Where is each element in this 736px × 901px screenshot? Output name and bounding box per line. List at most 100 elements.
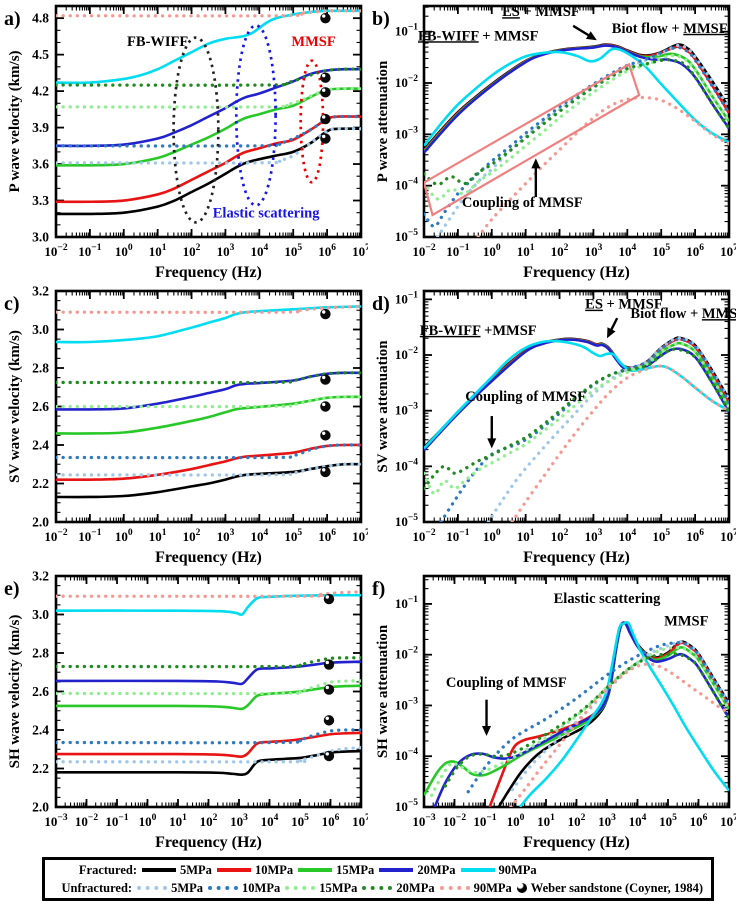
dotted-line-sample: [362, 886, 393, 890]
tick-label: 10−1: [395, 23, 418, 39]
annotation-arrowhead: [585, 31, 597, 41]
tick-label: 3.0: [32, 607, 49, 622]
series-fractured-10MPa: [56, 731, 361, 758]
legend-item-label: 10MPa: [242, 880, 281, 895]
tick-label: 100: [115, 243, 133, 259]
axis-ticks: [423, 576, 730, 808]
legend-item-label: 20MPa: [417, 862, 456, 877]
legend-label-unfractured: Unfractured:: [61, 880, 133, 895]
tick-label: 10−2: [44, 528, 67, 544]
tick-label: 10−2: [395, 346, 418, 362]
tick-label: 10−1: [473, 813, 496, 829]
tick-label: 10−2: [412, 528, 435, 544]
panel-f-chart: 10−3 10−2 10−1 100 101 102 103 104 105 106 107 10−5…: [372, 574, 736, 851]
y-axis-label: SH wave velocity (km/s): [7, 615, 23, 769]
weber-sandstone-marker: [320, 133, 331, 144]
legend-item-label: 90MPa: [498, 862, 537, 877]
series-fractured-15MPa: [56, 684, 361, 711]
y-axis-label: P wave attenuation: [375, 60, 391, 182]
series-unfractured-15MPa: [424, 53, 729, 201]
series-fractured-90MPa: [519, 620, 729, 807]
annotation-text: FB-WIFF + MMSF: [418, 28, 539, 44]
annotation-text: FB-WIFF +MMSF: [420, 323, 537, 339]
legend-item-unfractured-20mpa: 20MPa: [362, 881, 435, 896]
series-unfractured-10MPa: [56, 728, 361, 745]
panel-f: 10−3 10−2 10−1 100 101 102 103 104 105 106 107 10−5…: [368, 570, 736, 855]
panel-a-chart: 10−2 10−1 100 101 102 103 104 105 106 107 3.0 3.3 3.…: [4, 4, 370, 281]
tick-label: 10−5: [395, 228, 418, 244]
tick-label: 3.2: [32, 570, 49, 584]
annotation-text: FB-WIFF: [127, 34, 188, 50]
series-unfractured-5MPa: [56, 746, 361, 764]
legend-item-label: 5MPa: [180, 862, 212, 877]
x-axis-label: Frequency (Hz): [523, 264, 630, 281]
tick-label: 2.6: [32, 684, 49, 699]
weber-sandstone-marker: [323, 684, 335, 695]
tick-label: 4.2: [32, 84, 49, 99]
panel-b: 10−2 10−1 100 101 102 103 104 105 106 107 10−5 10−4…: [368, 0, 736, 285]
series-unfractured-90MPa: [56, 304, 361, 314]
panel-d-chart: 10−2 10−1 100 101 102 103 104 105 106 107 10−5 10−4…: [372, 289, 736, 566]
axis-ticks: [55, 5, 362, 238]
legend-item-fractured-5mpa: 5MPa: [142, 863, 212, 878]
tick-label: 10−2: [44, 243, 67, 259]
tick-label: 107: [352, 528, 368, 544]
weber-sandstone-marker: [320, 72, 331, 83]
axis-ticks: [55, 575, 362, 808]
weber-sandstone-marker: [320, 113, 331, 125]
tick-label: 2.4: [32, 438, 49, 453]
weber-sandstone-marker: [323, 750, 335, 762]
marker-highlight: [322, 73, 326, 78]
tick-label: 103: [585, 243, 603, 259]
weber-sandstone-marker: [323, 659, 335, 670]
dotted-line-sample: [137, 886, 168, 890]
series-unfractured-90MPa: [510, 364, 729, 522]
marker-highlight: [322, 14, 326, 18]
legend-item-unfractured-weber-sandstone-coyner-1984-: Weber sandstone (Coyner, 1984): [516, 881, 703, 896]
series-unfractured-20MPa: [56, 371, 361, 385]
tick-label: 107: [720, 243, 736, 259]
marker-highlight: [322, 134, 326, 139]
series-fractured-90MPa: [424, 339, 729, 450]
series-unfractured-90MPa: [56, 590, 361, 598]
annotation-arrowhead: [607, 327, 616, 339]
tick-label: 3.9: [32, 120, 49, 135]
tick-label: 105: [284, 243, 302, 259]
legend-item-label: 90MPa: [473, 880, 512, 895]
legend-items-unfractured: 5MPa 10MPa 15MPa 20MPa 90MPa Weber sandstone …: [137, 881, 703, 896]
plot-area: [424, 24, 729, 237]
legend-row-unfractured: Unfractured: 5MPa 10MPa 15MPa 20MPa 90MPa Web…: [53, 879, 703, 897]
annotation-text: Elastic scattering: [213, 206, 320, 222]
series-unfractured-5MPa: [56, 462, 361, 477]
solid-line-sample: [379, 868, 414, 872]
legend-item-unfractured-5mpa: 5MPa: [137, 881, 203, 896]
legend-items-fractured: 5MPa 10MPa 15MPa 20MPa 90MPa: [142, 863, 703, 878]
plot-frame: [54, 289, 363, 524]
weber-sandstone-marker: [320, 12, 331, 24]
annotation-text: Elastic scattering: [554, 591, 661, 607]
marker-highlight: [322, 431, 326, 435]
tick-label: 10−5: [395, 513, 418, 529]
tick-label: 103: [585, 528, 603, 544]
legend-item-unfractured-15mpa: 15MPa: [285, 881, 357, 896]
series-unfractured-5MPa: [486, 336, 729, 522]
marker-highlight: [322, 88, 326, 92]
series-unfractured-10MPa: [466, 641, 729, 794]
dotted-line-sample: [285, 886, 316, 890]
tick-label: 105: [652, 528, 670, 544]
solid-line-sample: [460, 868, 495, 872]
annotation-box: [424, 62, 641, 217]
tick-label: 106: [686, 243, 704, 259]
series-fractured-20MPa: [424, 338, 729, 452]
series-unfractured-15MPa: [429, 645, 729, 797]
tick-label: 101: [149, 528, 167, 544]
series-unfractured-90MPa: [476, 95, 729, 237]
tick-label: 101: [537, 813, 555, 829]
panel-letter-e: e): [4, 578, 20, 600]
tick-label: 10−2: [443, 813, 466, 829]
tick-label: 104: [618, 243, 636, 259]
x-axis-label: Frequency (Hz): [155, 264, 262, 281]
panels-grid: 10−2 10−1 100 101 102 103 104 105 106 107 3.0 3.3 3.…: [4, 0, 736, 855]
y-axis-label: SV wave attenuation: [375, 340, 391, 473]
tick-label: 10−1: [78, 243, 101, 259]
